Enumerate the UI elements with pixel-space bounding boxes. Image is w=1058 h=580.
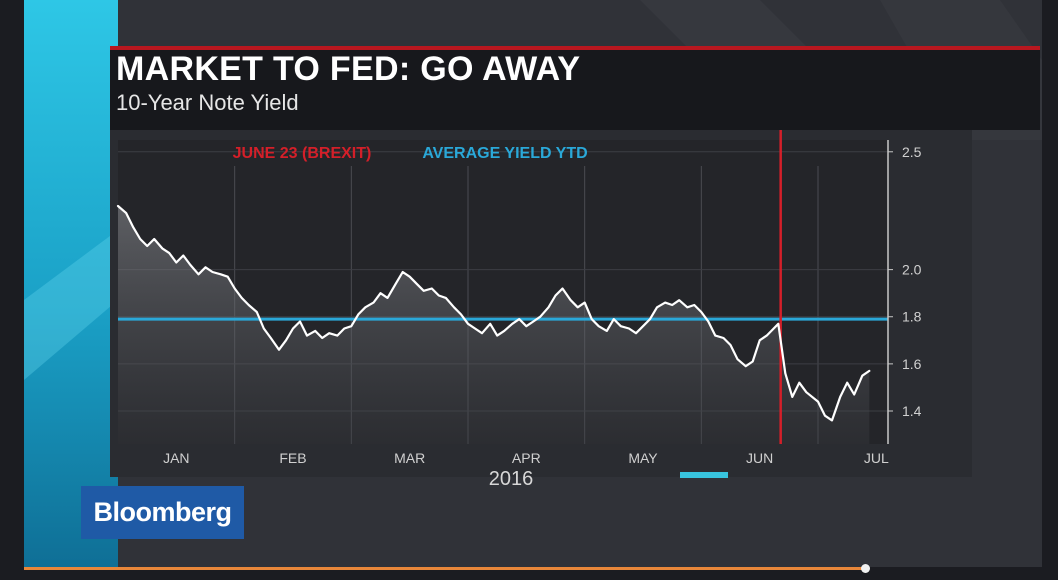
- yield-series-line: [116, 204, 871, 422]
- y-tick-label: 1.8: [902, 309, 922, 325]
- x-tick-label: FEB: [279, 450, 306, 466]
- x-tick-label: APR: [512, 450, 541, 466]
- y-tick-label: 2.0: [902, 262, 922, 278]
- year-label: 2016: [489, 468, 534, 490]
- x-axis-labels: JAN FEB MAR APR MAY JUN JUL: [163, 450, 889, 466]
- decorative-cyan-stripe: [24, 0, 118, 567]
- chart-title: MARKET TO FED: GO AWAY: [116, 50, 581, 88]
- x-tick-label: MAR: [394, 450, 425, 466]
- yield-area: [118, 206, 870, 444]
- x-tick-label: JUL: [864, 450, 889, 466]
- bloomberg-logo: Bloomberg: [81, 486, 244, 539]
- x-tick-label: MAY: [628, 450, 658, 466]
- chart-subtitle: 10-Year Note Yield: [116, 90, 299, 115]
- video-progress-bar[interactable]: [24, 567, 865, 570]
- y-axis-ticks: 2.5 2.0 1.8 1.6 1.4: [888, 144, 922, 419]
- y-tick-label: 1.4: [902, 403, 922, 419]
- x-tick-label: JUN: [746, 450, 773, 466]
- series-group: [116, 204, 871, 422]
- brexit-legend-label: JUNE 23 (BREXIT): [233, 145, 372, 162]
- y-tick-label: 2.5: [902, 144, 922, 160]
- y-tick-label: 1.6: [902, 356, 922, 372]
- logo-text: Bloomberg: [93, 497, 232, 527]
- video-progress-handle[interactable]: [861, 564, 870, 573]
- title-banner: [110, 46, 1040, 130]
- yield-area-fill: [118, 206, 870, 444]
- accent-marker: [680, 472, 728, 478]
- x-tick-label: JAN: [163, 450, 189, 466]
- average-yield-legend-label: AVERAGE YIELD YTD: [422, 145, 587, 162]
- stripe-highlight: [24, 230, 118, 380]
